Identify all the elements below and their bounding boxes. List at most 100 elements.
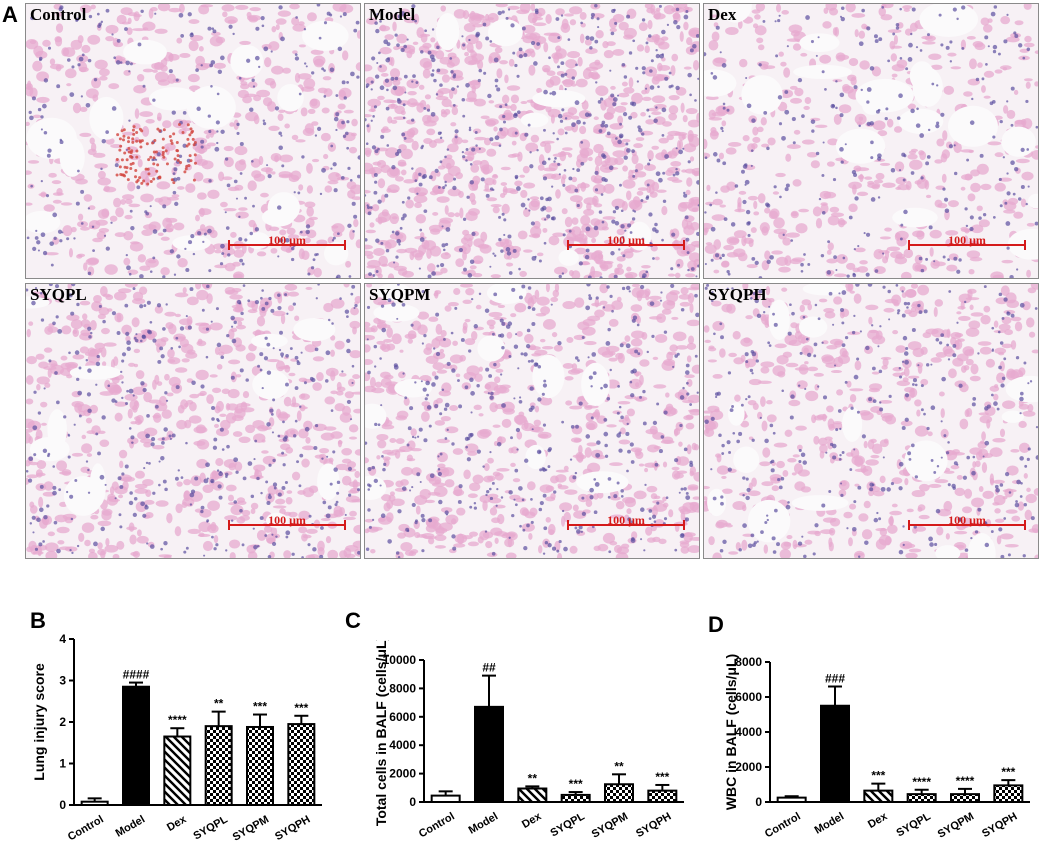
x-tick-label: Model: [467, 810, 501, 836]
bar-syqph: [993, 784, 1024, 803]
scale-bar-label: 100 μm: [268, 233, 306, 247]
micrograph-syqpm: SYQPM 100 μm: [364, 283, 700, 559]
y-tick-label: 6000: [389, 710, 416, 724]
x-tick-label: SYQPM: [936, 810, 976, 840]
scale-bar-label: 100 μm: [607, 233, 645, 247]
micrograph-model: Model 100 μm: [364, 3, 700, 279]
y-axis-label: WBC in BALF (cells/μL): [723, 654, 739, 810]
scale-bar: 100 μm: [228, 233, 346, 250]
scale-bar-label: 100 μm: [607, 513, 645, 527]
x-tick-label: Model: [114, 813, 148, 839]
y-axis-label: Lung injury score: [31, 663, 47, 781]
significance-label: ***: [253, 700, 267, 714]
scale-bar: 100 μm: [567, 233, 685, 250]
y-tick-label: 2000: [735, 760, 762, 774]
panel-letter-c: C: [345, 608, 361, 633]
scale-bar: 100 μm: [567, 513, 685, 530]
scale-bar-label: 100 μm: [948, 233, 986, 247]
tissue-texture: [704, 284, 1038, 558]
x-tick-label: Dex: [866, 810, 890, 831]
x-tick-label: SYQPL: [894, 810, 933, 839]
micrograph-label: Control: [30, 5, 87, 24]
y-tick-label: 0: [59, 798, 66, 812]
x-tick-label: Control: [417, 810, 457, 840]
y-tick-label: 1: [59, 757, 66, 771]
micrograph-label: SYQPM: [369, 285, 431, 304]
x-tick-label: SYQPH: [634, 810, 673, 840]
significance-label: ###: [825, 672, 845, 686]
x-tick-label: Dex: [520, 810, 544, 831]
y-tick-label: 6000: [735, 690, 762, 704]
scale-bar: 100 μm: [908, 233, 1026, 250]
significance-label: ***: [569, 777, 583, 791]
tissue-texture: [26, 284, 360, 558]
y-tick-label: 10000: [383, 653, 417, 667]
tissue-texture: [365, 284, 699, 558]
y-axis-label: Total cells in BALF (cells/μL): [373, 640, 389, 826]
bar-model: [820, 704, 850, 803]
bar-dex: [163, 735, 192, 806]
x-tick-label: SYQPM: [590, 810, 630, 840]
bar-model: [122, 685, 150, 806]
y-tick-label: 3: [59, 674, 66, 688]
y-tick-label: 4: [59, 632, 66, 646]
x-tick-label: SYQPL: [548, 810, 587, 839]
micrograph-label: Dex: [708, 5, 737, 24]
y-tick-label: 4000: [389, 738, 416, 752]
micrograph-syqph: SYQPH 100 μm: [703, 283, 1039, 559]
significance-label: ***: [655, 770, 669, 784]
micrograph-label: SYQPH: [708, 285, 767, 304]
bar-syqpm: [246, 725, 274, 806]
y-tick-label: 0: [409, 795, 416, 809]
panel-letter-d: D: [708, 612, 724, 637]
panel-letter-b: B: [30, 608, 46, 633]
significance-label: **: [214, 697, 224, 711]
chart-lung-injury-score: 0 1 2 3 4 Lung injury score Control #### Model **…: [31, 632, 322, 844]
significance-label: ##: [482, 661, 496, 675]
y-tick-label: 8000: [389, 681, 416, 695]
tissue-texture: [26, 4, 360, 278]
scale-bar-label: 100 μm: [948, 513, 986, 527]
micrograph-syqpl: SYQPL 100 μm: [25, 283, 361, 559]
bar-control: [776, 796, 807, 803]
tissue-texture: [704, 4, 1038, 278]
bar-syqpl: [560, 793, 591, 803]
tissue-texture: [365, 4, 699, 278]
scale-bar: 100 μm: [908, 513, 1026, 530]
bar-control: [80, 800, 109, 806]
y-tick-label: 8000: [735, 655, 762, 669]
scale-bar-label: 100 μm: [268, 513, 306, 527]
y-tick-label: 2: [59, 715, 66, 729]
significance-label: **: [614, 759, 624, 773]
bar-syqph: [287, 723, 316, 806]
y-tick-label: 2000: [389, 767, 416, 781]
x-tick-label: SYQPM: [231, 813, 271, 843]
bar-syqpl: [204, 725, 233, 806]
bar-syqpl: [906, 793, 937, 803]
bar-model: [474, 705, 504, 803]
significance-label: ****: [956, 774, 975, 788]
scale-bar: 100 μm: [228, 513, 346, 530]
significance-label: ####: [123, 668, 150, 682]
significance-label: ****: [168, 713, 187, 727]
x-tick-label: SYQPH: [273, 813, 312, 843]
bar-syqpm: [604, 783, 634, 803]
bar-syqpm: [950, 793, 980, 803]
bar-dex: [863, 789, 894, 803]
y-tick-label: 4000: [735, 725, 762, 739]
x-tick-label: Control: [66, 813, 106, 843]
x-tick-label: Control: [763, 810, 803, 840]
micrograph-label: SYQPL: [30, 285, 87, 304]
significance-label: **: [528, 771, 538, 785]
bar-control: [430, 794, 461, 804]
micrograph-dex: Dex 100 μm: [703, 3, 1039, 279]
x-tick-label: SYQPL: [191, 813, 230, 842]
y-tick-label: 0: [755, 795, 762, 809]
significance-label: ****: [912, 775, 931, 789]
bar-dex: [517, 787, 548, 803]
panel-letter-a: A: [2, 2, 18, 27]
x-tick-label: SYQPH: [980, 810, 1019, 840]
significance-label: ***: [1001, 765, 1015, 779]
x-tick-label: Dex: [165, 813, 189, 834]
